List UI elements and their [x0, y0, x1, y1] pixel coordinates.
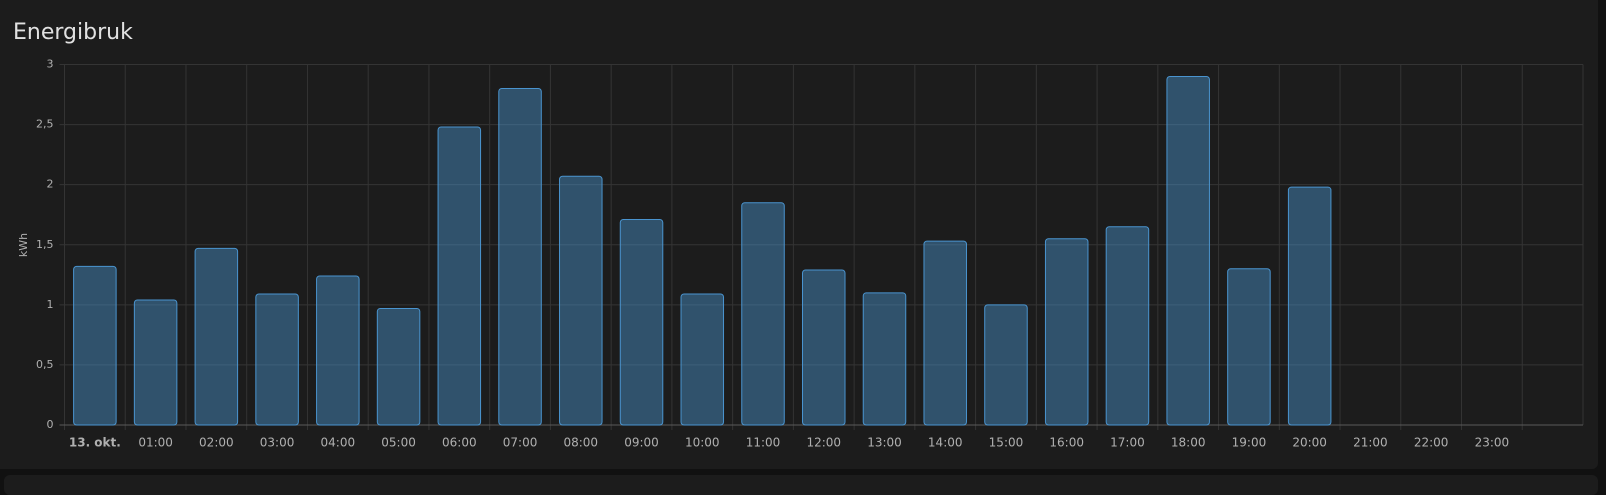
- bar: [255, 293, 299, 426]
- bar: [133, 299, 178, 426]
- x-tick-label: 13:00: [867, 436, 902, 450]
- x-tick-label: 01:00: [138, 436, 173, 450]
- bar: [194, 247, 239, 426]
- bar: [1227, 268, 1271, 426]
- y-tick-label: 1,5: [36, 238, 54, 251]
- bar: [73, 265, 117, 426]
- x-tick-label: 08:00: [563, 436, 598, 450]
- x-tick-label: 15:00: [989, 436, 1024, 450]
- bar: [984, 304, 1028, 426]
- bar: [862, 292, 907, 426]
- x-tick-label: 13. okt.: [69, 436, 121, 450]
- x-tick-label: 04:00: [321, 436, 356, 450]
- x-tick-label: 05:00: [381, 436, 416, 450]
- bar: [1105, 226, 1150, 426]
- card: Energibruk kWh 0 0,5 1 1,5 2 2,5 3 13. okt. 01:0…: [0, 0, 1598, 469]
- x-tick-label: 07:00: [503, 436, 538, 450]
- bar: [559, 175, 603, 426]
- next-card: [4, 475, 1598, 495]
- bar: [1166, 76, 1210, 426]
- chart-title: Energibruk: [13, 20, 133, 45]
- bar: [316, 275, 360, 426]
- y-tick-label: 0,5: [36, 358, 54, 371]
- x-tick-label: 20:00: [1292, 436, 1327, 450]
- chart: Energibruk kWh 0 0,5 1 1,5 2 2,5 3 13. okt. 01:0…: [13, 20, 1584, 450]
- x-tick-label: 21:00: [1353, 436, 1388, 450]
- bar: [376, 307, 421, 426]
- y-tick-label: 3: [47, 58, 54, 71]
- x-tick-label: 02:00: [199, 436, 234, 450]
- x-tick-label: 09:00: [624, 436, 659, 450]
- x-tick-label: 18:00: [1171, 436, 1206, 450]
- bar: [801, 269, 846, 426]
- bar: [680, 293, 725, 426]
- y-tick-label: 1: [47, 298, 54, 311]
- x-tick-label: 22:00: [1414, 436, 1449, 450]
- y-axis-label: kWh: [17, 233, 30, 257]
- x-tick-label: 17:00: [1110, 436, 1145, 450]
- y-tick-label: 2,5: [36, 118, 54, 131]
- bar: [437, 126, 482, 426]
- bar: [498, 88, 542, 426]
- x-tick-label: 10:00: [685, 436, 720, 450]
- y-tick-label: 2: [47, 178, 54, 191]
- bar: [619, 219, 664, 426]
- x-tick-label: 11:00: [746, 436, 781, 450]
- x-tick-label: 03:00: [260, 436, 295, 450]
- bar: [923, 240, 967, 426]
- x-tick-label: 14:00: [928, 436, 963, 450]
- x-tick-label: 16:00: [1049, 436, 1084, 450]
- bar: [1287, 186, 1332, 426]
- bar: [1044, 238, 1089, 426]
- y-tick-label: 0: [47, 418, 54, 431]
- x-tick-label: 19:00: [1232, 436, 1267, 450]
- x-tick-label: 23:00: [1475, 436, 1510, 450]
- bar: [741, 202, 785, 426]
- x-tick-label: 06:00: [442, 436, 477, 450]
- x-tick-label: 12:00: [806, 436, 841, 450]
